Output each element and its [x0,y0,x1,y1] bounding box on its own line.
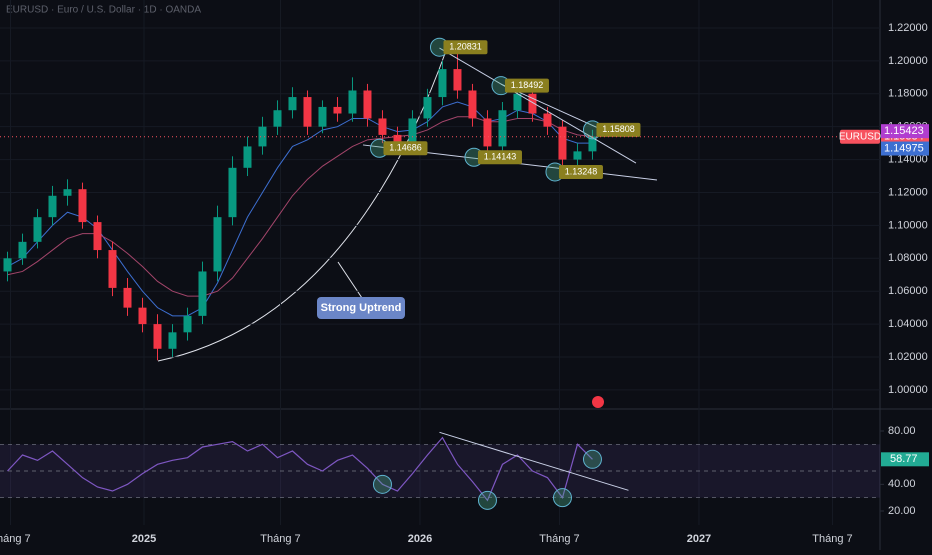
candle-body [363,90,372,119]
symbol-box [840,129,880,144]
candle-body [453,69,462,91]
rsi-last-label: 58.77 [890,453,918,465]
x-tick-label: 2025 [132,533,156,545]
y-tick-label: 80.00 [888,425,916,437]
pivot-label-box [477,150,522,165]
candle-body [138,307,147,325]
candle-body [333,106,342,114]
candle-body [498,110,507,147]
candle-body [528,93,537,114]
candle-body [18,241,27,259]
pivot-label-box [443,40,488,55]
y-tick-label: 1.20000 [888,55,928,67]
rsi-last-box [881,452,929,467]
candle-body [438,69,447,98]
plot-layer: Tháng 7 2025 Tháng 7 2026 Tháng 7 2027 Tháng 7… [0,0,929,545]
candle-body [348,90,357,114]
y-tick-label: 1.22000 [888,22,928,34]
moving-average [7,101,593,317]
candle-body [558,126,567,160]
candle-body [588,136,597,152]
candle-body [243,146,252,168]
x-tick-label: Tháng 7 [0,533,31,545]
price-marker-box [881,141,929,156]
candle-body [228,167,237,218]
x-tick-label: Tháng 7 [812,533,852,545]
event-icon[interactable] [592,396,604,408]
rsi-highlight [552,488,572,508]
callout-pointer [337,261,363,299]
pivot-label: 1.15808 [602,124,635,134]
rsi-highlight [372,474,392,494]
rsi-highlight [477,490,497,510]
y-tick-label: 1.14000 [888,153,928,165]
candle-body [33,217,42,242]
x-tick-label: Tháng 7 [260,533,300,545]
pivot-label-box [383,141,428,156]
candle-body [183,315,192,333]
candle-body [483,118,492,147]
candle-body [3,258,12,272]
candle-body [543,113,552,127]
pivot-label: 1.18492 [511,80,544,90]
x-tick-label: 2027 [687,533,711,545]
y-tick-label: 1.08000 [888,252,928,264]
candle-body [573,151,582,160]
candle-body [123,287,132,308]
candle-body [318,106,327,127]
candle-body [168,332,177,349]
y-tick-label: 1.12000 [888,186,928,198]
candle-body [48,195,57,218]
candle-body [108,250,117,288]
x-tick-label: 2026 [408,533,432,545]
y-tick-label: 1.04000 [888,318,928,330]
pivot-label: 1.13248 [565,166,598,176]
candle-body [408,118,417,144]
candle-body [63,189,72,196]
candle-body [288,97,297,111]
price-marker-box [881,124,929,139]
pivot-label-box [504,78,549,93]
candle-body [93,222,102,251]
candle-body [513,93,522,111]
candle-body [198,271,207,316]
pivot-label: 1.14686 [389,143,422,153]
chart-title: EURUSD · Euro / U.S. Dollar · 1D · OANDA [6,5,201,16]
candle-body [153,324,162,349]
price-marker-label: 1.15423 [884,125,924,137]
pivot-label-box [596,122,641,137]
moving-average [7,116,593,297]
y-tick-label: 20.00 [888,505,916,517]
candle-body [468,90,477,119]
candle-body [378,118,387,135]
pivot-label: 1.20831 [449,42,482,52]
candle-body [258,126,267,147]
price-marker-label: 1.14975 [884,142,924,154]
rsi-trendline [439,431,629,491]
rsi-line [7,436,593,502]
y-tick-label: 1.02000 [888,351,928,363]
callout-box [317,297,405,319]
x-tick-label: Tháng 7 [539,533,579,545]
candle-body [213,217,222,272]
pivot-label-box [558,164,603,179]
symbol-label: EURUSD [839,131,881,142]
y-tick-label: 1.10000 [888,219,928,231]
trendline [439,47,637,164]
pivot-label: 1.14143 [484,152,517,162]
candle-body [273,110,282,127]
candle-body [303,97,312,127]
callout-text: Strong Uptrend [321,302,402,314]
y-tick-label: 1.06000 [888,285,928,297]
y-tick-label: 1.18000 [888,88,928,100]
y-tick-label: 1.00000 [888,384,928,396]
candle-body [423,97,432,119]
candle-body [78,189,87,223]
uptrend-arc [157,47,448,362]
rsi-highlight [582,449,602,469]
y-tick-label: 40.00 [888,478,916,490]
candle-body [393,134,402,144]
